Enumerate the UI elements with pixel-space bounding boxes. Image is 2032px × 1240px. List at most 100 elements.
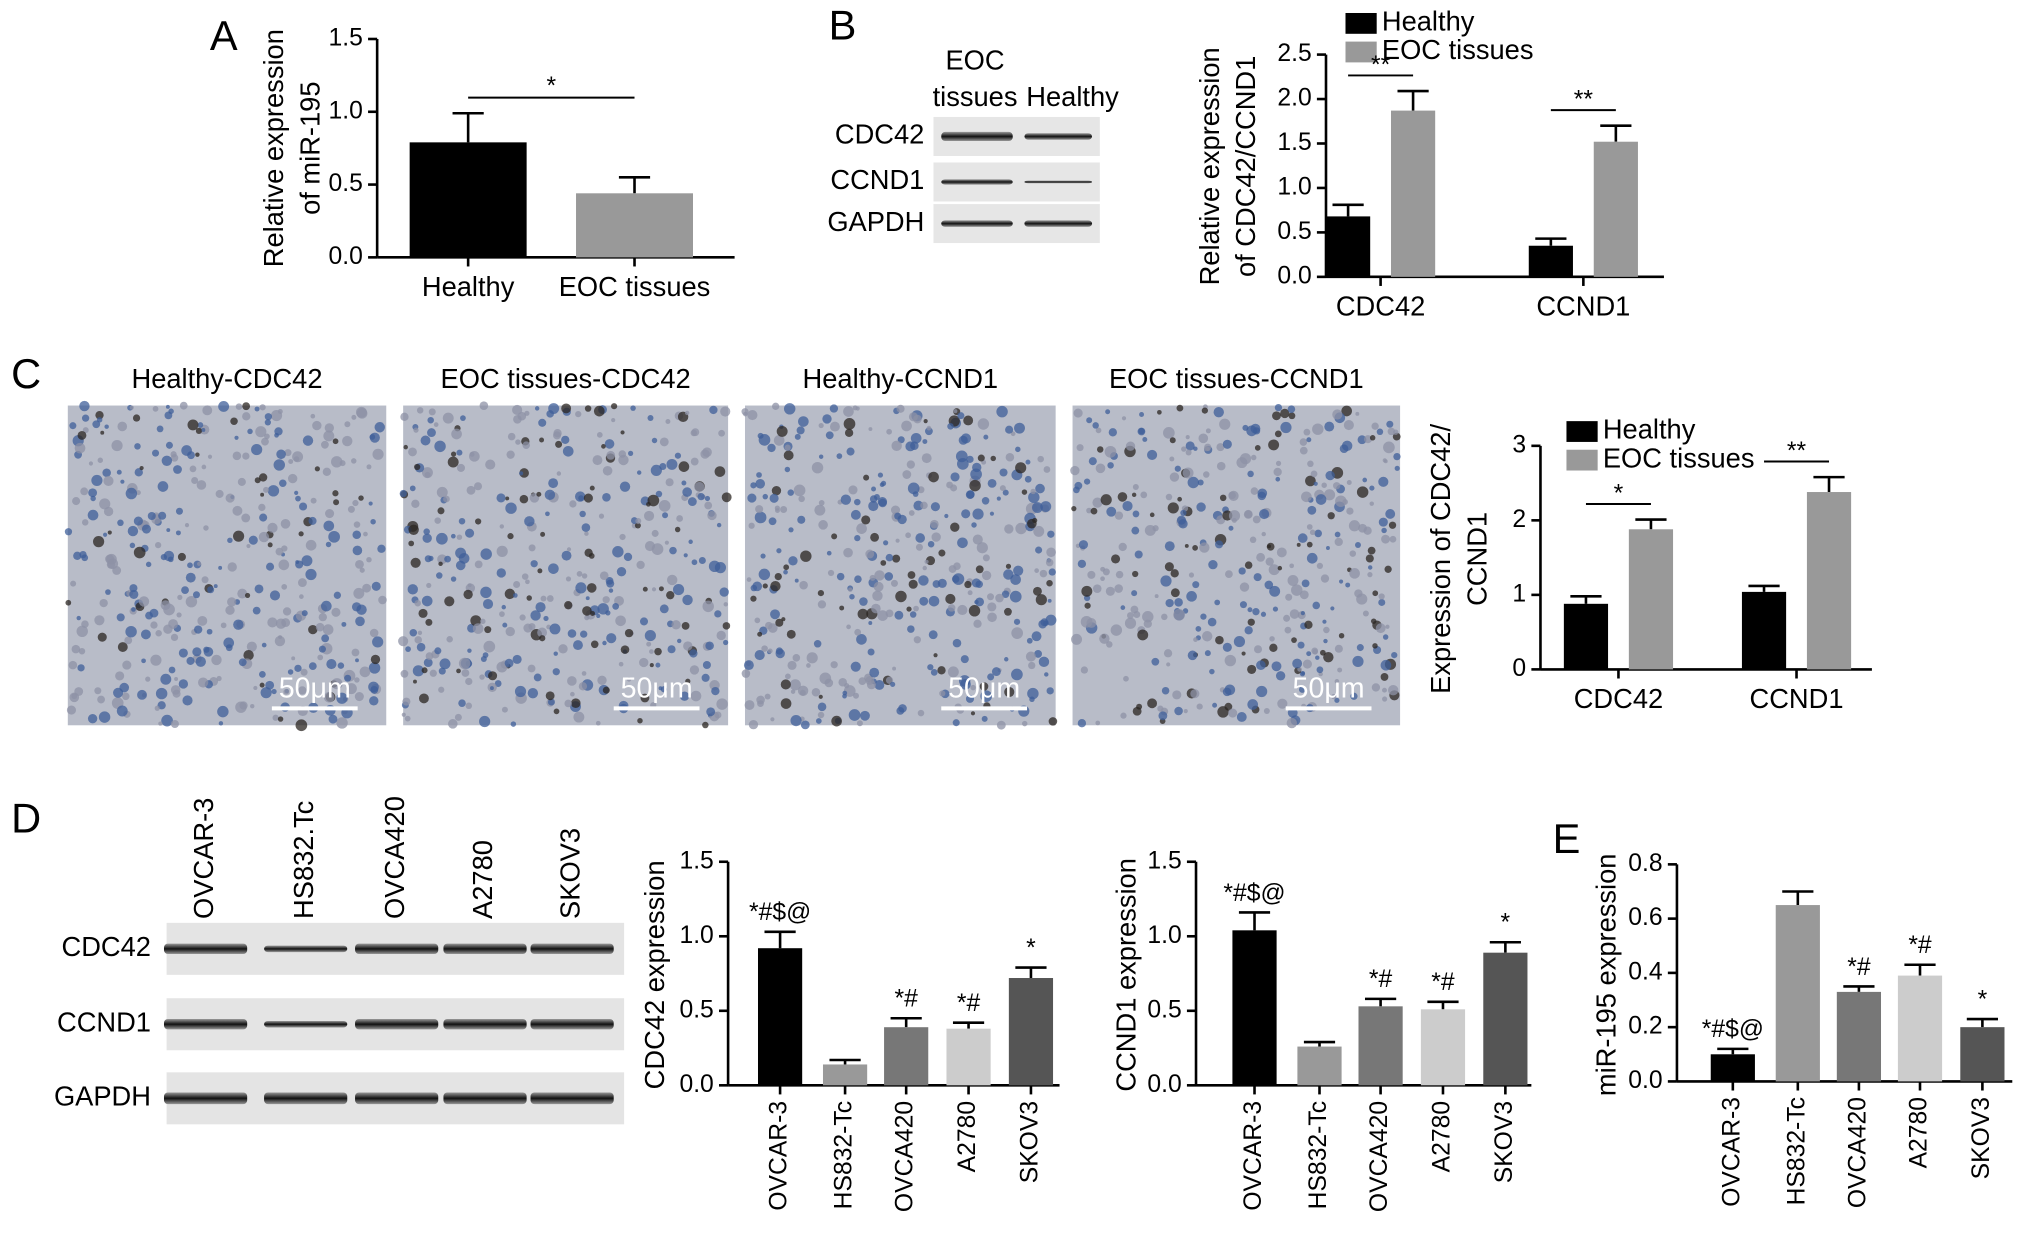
cell xyxy=(723,602,728,607)
cell xyxy=(846,447,855,456)
cell xyxy=(74,687,84,696)
cell xyxy=(1025,459,1031,465)
cell xyxy=(1369,435,1376,441)
cell xyxy=(254,406,260,412)
cell xyxy=(1195,625,1202,632)
cell xyxy=(1131,590,1138,597)
cell xyxy=(485,459,496,470)
cell xyxy=(456,463,466,472)
cell xyxy=(679,691,690,701)
bar xyxy=(822,1064,868,1086)
cell xyxy=(787,489,794,496)
cell xyxy=(66,705,76,715)
cell xyxy=(1275,460,1282,466)
cell xyxy=(358,495,364,501)
cell xyxy=(780,679,791,690)
blot-band xyxy=(941,220,1013,227)
cell xyxy=(1312,423,1324,435)
cell xyxy=(421,667,428,674)
cell xyxy=(1228,708,1238,718)
x-tick-label: A2780 xyxy=(954,1101,981,1172)
cell xyxy=(90,495,96,502)
cell xyxy=(305,539,317,551)
cell xyxy=(1362,610,1369,617)
cell xyxy=(279,479,287,488)
cell xyxy=(1123,675,1129,682)
cell xyxy=(537,568,543,574)
cell xyxy=(785,673,791,680)
cell xyxy=(1169,456,1175,462)
cell xyxy=(878,498,887,508)
cell xyxy=(895,590,907,603)
cell xyxy=(890,681,896,687)
legend-label: EOC tissues xyxy=(1603,442,1755,473)
cell xyxy=(261,437,269,446)
cell xyxy=(612,546,624,558)
cell xyxy=(689,665,700,675)
cell xyxy=(352,545,363,556)
annotation: *#$@ xyxy=(1223,880,1285,907)
cell xyxy=(187,419,199,431)
cell xyxy=(1208,559,1218,570)
cell xyxy=(867,648,875,656)
cell xyxy=(444,596,455,607)
cell xyxy=(996,720,1006,730)
cell xyxy=(197,422,204,428)
cell xyxy=(1236,712,1247,722)
cell xyxy=(646,641,652,647)
cell xyxy=(634,522,641,529)
cell xyxy=(1204,650,1211,657)
cell xyxy=(1269,643,1278,652)
cell xyxy=(1180,509,1187,517)
cell xyxy=(92,420,101,429)
ihc-texture xyxy=(398,401,732,729)
cell xyxy=(996,405,1008,418)
cell xyxy=(530,610,541,621)
cell xyxy=(273,459,285,471)
cell xyxy=(1070,465,1080,476)
cell xyxy=(533,673,542,682)
cell xyxy=(839,605,845,611)
cell xyxy=(76,615,81,621)
cell xyxy=(669,546,677,555)
cell xyxy=(539,635,546,642)
cell xyxy=(1045,614,1057,626)
cell xyxy=(853,692,859,699)
cell xyxy=(894,512,902,520)
cell xyxy=(1306,552,1318,564)
cell xyxy=(868,500,879,512)
cell xyxy=(399,489,407,498)
cell xyxy=(416,407,424,414)
cell xyxy=(1046,579,1053,587)
cell xyxy=(655,490,663,498)
cell xyxy=(1117,492,1128,502)
cell xyxy=(1100,576,1105,582)
cell xyxy=(295,719,308,732)
cell xyxy=(244,592,251,599)
cell xyxy=(584,531,589,536)
cell xyxy=(284,449,292,457)
cell xyxy=(589,485,595,491)
cell xyxy=(1296,542,1301,547)
cell xyxy=(1362,477,1368,483)
cell xyxy=(952,638,962,648)
cell xyxy=(651,587,657,592)
cell xyxy=(907,482,920,495)
cell xyxy=(192,647,202,657)
cell xyxy=(218,400,230,412)
cell xyxy=(1077,719,1087,728)
cell xyxy=(1163,426,1175,439)
cell xyxy=(282,607,292,616)
legend-swatch xyxy=(1566,449,1598,471)
cell xyxy=(548,478,559,489)
cell xyxy=(1143,619,1152,628)
cell xyxy=(775,618,784,627)
cell xyxy=(513,581,521,589)
cell xyxy=(1274,430,1282,438)
cell xyxy=(1096,446,1104,453)
cell xyxy=(960,679,971,690)
cell xyxy=(543,615,549,622)
cell xyxy=(505,496,510,501)
cell xyxy=(458,657,471,670)
cell xyxy=(932,580,941,588)
